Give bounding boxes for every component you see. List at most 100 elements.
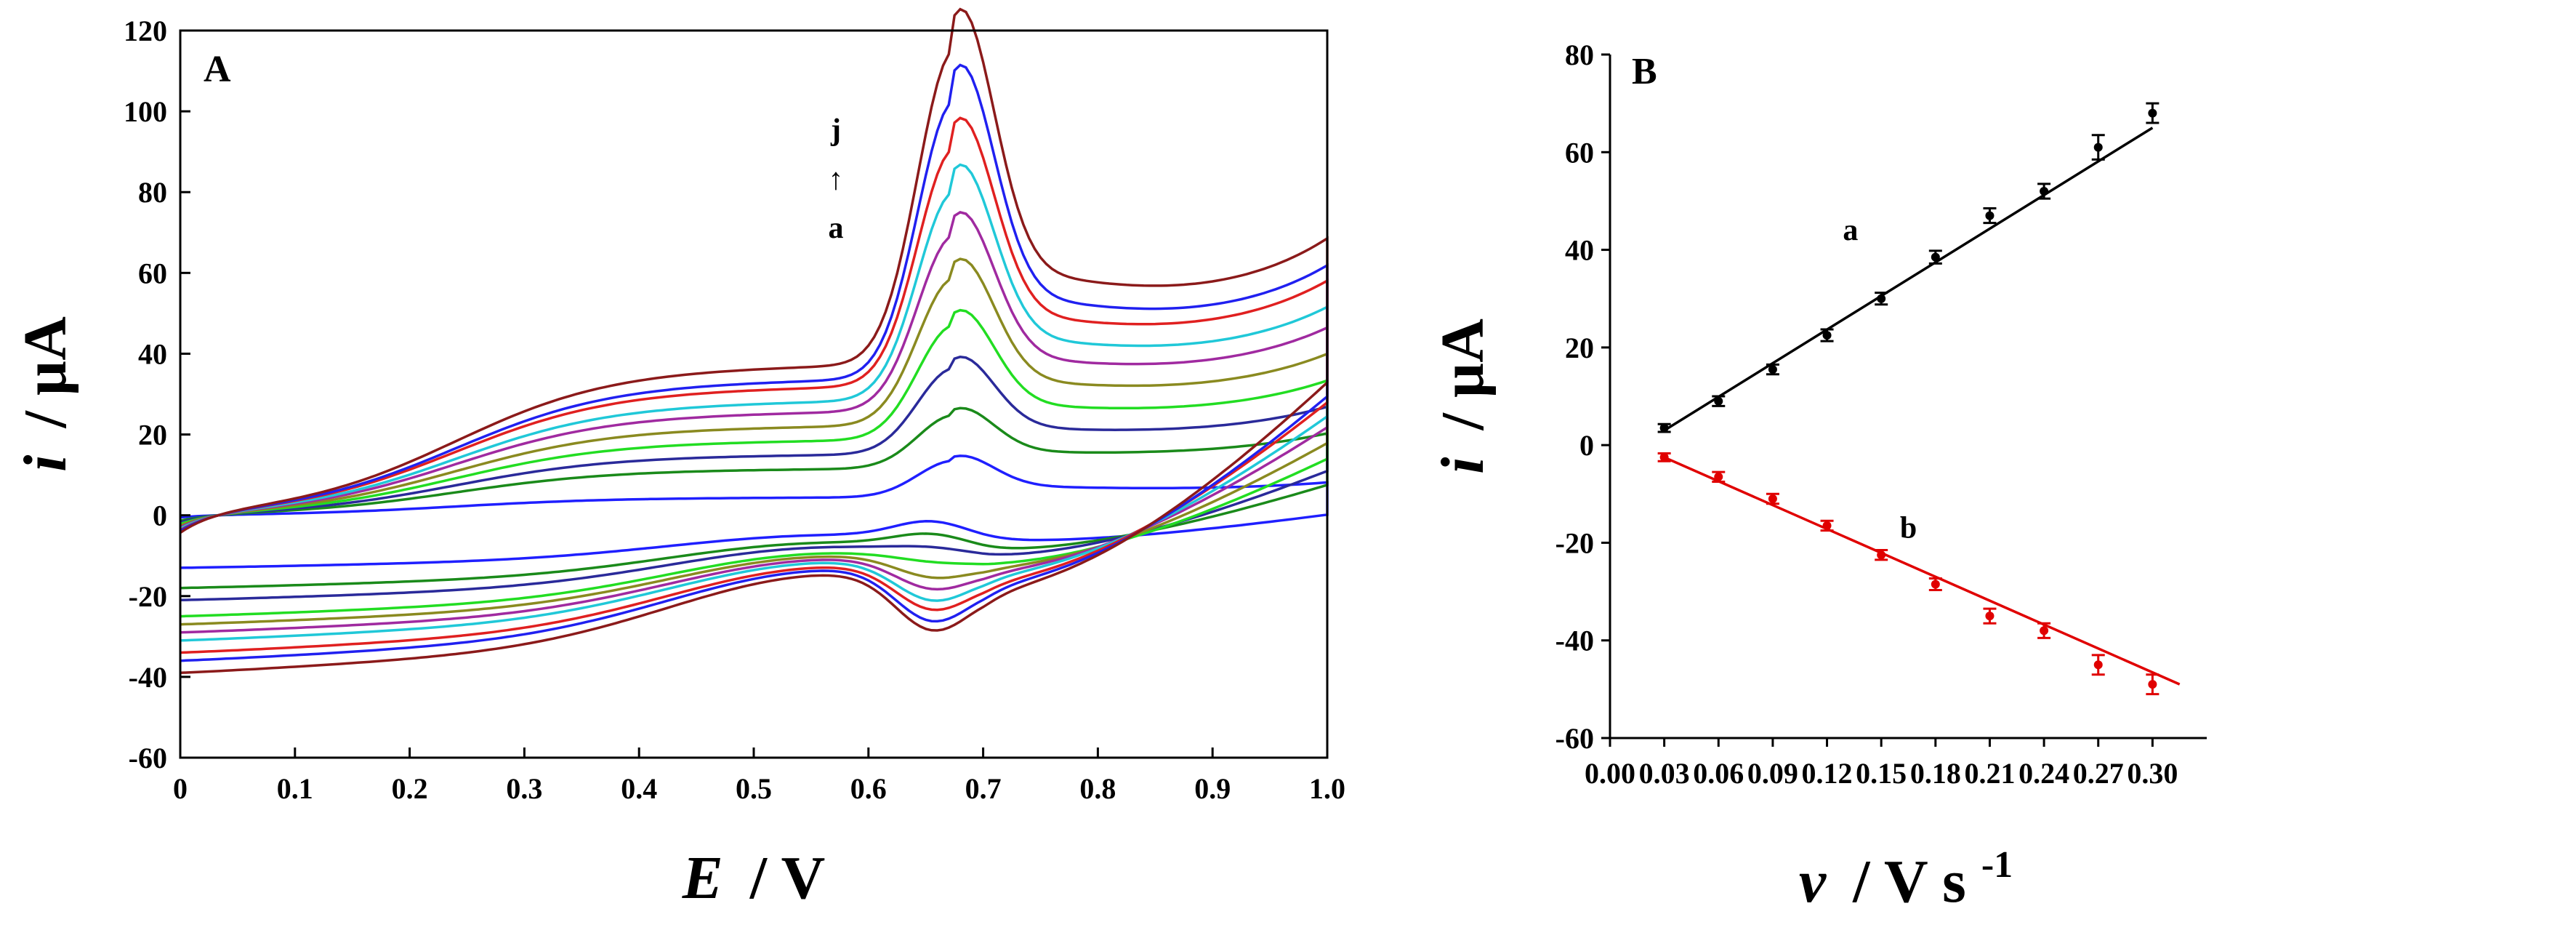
annotation-bottom-label: a	[829, 212, 844, 245]
y-tick-label: -40	[1555, 625, 1594, 657]
panel-a-y-axis-title: i / µA	[12, 316, 79, 472]
panel-a-x-axis-title: E / V	[682, 844, 826, 912]
svg-text:i / µA: i / µA	[12, 316, 79, 472]
data-point-a	[1877, 294, 1886, 303]
panel-b-y-ticks: -60 -40 -20 0 20 40 60 80	[1555, 39, 1610, 755]
cv-curve-j	[180, 7, 1329, 675]
y-tick-label: -20	[1555, 526, 1594, 559]
panel-b-label: B	[1632, 51, 1657, 92]
y-tick-label: 120	[124, 15, 167, 47]
y-tick-label: 20	[138, 419, 167, 452]
x-tick-label: 0.6	[850, 772, 887, 805]
panel-b-x-axis-title: v / V s -1	[1799, 844, 2013, 915]
panel-b-chart: ab 0.00 0.03 0.06 0.09 0.12 0.15 0.18 0.21 0.24 0…	[1429, 39, 2207, 915]
x-tick-label: 0.27	[2073, 757, 2124, 790]
data-point-b	[2148, 680, 2157, 689]
panel-b-data-marks: ab	[1657, 102, 2181, 696]
data-point-b	[1822, 521, 1832, 530]
x-tick-label: 0.21	[1964, 757, 2015, 790]
panel-a-label: A	[204, 49, 231, 90]
panel-b-x-ticks: 0.00 0.03 0.06 0.09 0.12 0.15 0.18 0.21 0.24 0.27…	[1585, 738, 2178, 790]
panel-a-series-annotation: j ↑ a	[829, 113, 844, 245]
y-axis-unit: / µA	[12, 316, 79, 429]
x-tick-label: 0.1	[277, 772, 313, 805]
x-tick-label: 0.9	[1194, 772, 1231, 805]
x-tick-label: 0.24	[2018, 757, 2069, 790]
data-point-a	[1985, 211, 1995, 220]
series-label-b: b	[1900, 512, 1917, 545]
y-tick-label: -60	[129, 742, 167, 774]
data-point-b	[2040, 626, 2049, 636]
x-tick-label: 0.12	[1802, 757, 1853, 790]
x-tick-label: 0.3	[506, 772, 542, 805]
svg-text:i / µA: i / µA	[1429, 318, 1497, 474]
annotation-arrow: ↑	[829, 163, 844, 196]
y-tick-label: 100	[124, 95, 167, 128]
data-point-a	[1714, 396, 1723, 406]
y-tick-label: -20	[129, 580, 167, 613]
data-point-a	[1822, 331, 1832, 340]
panel-a-y-ticks: -60 -40 -20 0 20 40 60 80 100 120	[124, 15, 190, 774]
x-tick-label: 0.06	[1693, 757, 1744, 790]
x-axis-symbol: E	[682, 844, 723, 912]
x-tick-label: 0	[173, 772, 188, 805]
data-point-a	[1659, 423, 1669, 433]
x-tick-label: 0.00	[1585, 757, 1635, 790]
annotation-top-label: j	[830, 113, 841, 147]
panel-a-plot-frame	[179, 29, 1329, 759]
panel-a-x-ticks: 0 0.1 0.2 0.3 0.4 0.5 0.6 0.7 0.8 0.9 1.0	[173, 747, 1345, 805]
data-point-b	[1877, 550, 1886, 560]
data-point-b	[1985, 612, 1995, 621]
x-tick-label: 0.18	[1910, 757, 1961, 790]
y-tick-label: -60	[1555, 722, 1594, 755]
data-point-a	[1768, 365, 1777, 374]
panel-a-cv-curves	[180, 7, 1329, 675]
data-point-b	[2093, 660, 2103, 670]
cv-curve-a	[180, 454, 1329, 569]
y-tick-label: 80	[138, 176, 167, 209]
fit-line-a	[1663, 127, 2154, 432]
y-tick-label: 80	[1565, 39, 1594, 71]
x-axis-unit-exponent: -1	[1981, 844, 2013, 886]
svg-text:E / V: E / V	[682, 844, 826, 912]
x-tick-label: 0.2	[392, 772, 428, 805]
y-axis-unit: / µA	[1429, 318, 1497, 431]
x-tick-label: 0.30	[2127, 757, 2178, 790]
panel-a-chart: 0 0.1 0.2 0.3 0.4 0.5 0.6 0.7 0.8 0.9 1.0 -60 -40 -2…	[12, 7, 1345, 912]
y-tick-label: 0	[153, 500, 167, 532]
cv-curve-g	[180, 163, 1329, 642]
x-tick-label: 0.7	[965, 772, 1002, 805]
data-point-a	[1931, 252, 1940, 262]
x-tick-label: 1.0	[1309, 772, 1345, 805]
x-axis-unit: / V s	[1852, 848, 1966, 915]
y-tick-label: -40	[129, 661, 167, 694]
x-tick-label: 0.03	[1639, 757, 1690, 790]
fit-line-b	[1663, 456, 2181, 686]
y-tick-label: 40	[1565, 234, 1594, 267]
y-tick-label: 60	[1565, 136, 1594, 169]
x-tick-label: 0.4	[621, 772, 657, 805]
data-point-b	[1931, 580, 1940, 589]
x-axis-unit: / V	[749, 844, 825, 912]
data-point-b	[1659, 452, 1669, 462]
x-axis-symbol: v	[1799, 848, 1827, 915]
data-point-b	[1714, 472, 1723, 481]
data-point-a	[2148, 108, 2157, 118]
svg-text:v / V s -1: v / V s -1	[1799, 844, 2013, 915]
y-axis-symbol: i	[12, 455, 79, 472]
y-tick-label: 20	[1565, 332, 1594, 364]
x-tick-label: 0.15	[1856, 757, 1907, 790]
data-point-a	[2040, 187, 2049, 196]
y-axis-symbol: i	[1429, 457, 1497, 474]
y-tick-label: 60	[138, 257, 167, 289]
panel-b-y-axis-title: i / µA	[1429, 318, 1497, 474]
x-tick-label: 0.09	[1747, 757, 1798, 790]
y-tick-label: 40	[138, 337, 167, 370]
y-tick-label: 0	[1579, 429, 1594, 462]
x-tick-label: 0.5	[736, 772, 772, 805]
series-label-a: a	[1843, 214, 1858, 247]
data-point-a	[2093, 143, 2103, 152]
data-point-b	[1768, 494, 1777, 503]
x-tick-label: 0.8	[1079, 772, 1116, 805]
